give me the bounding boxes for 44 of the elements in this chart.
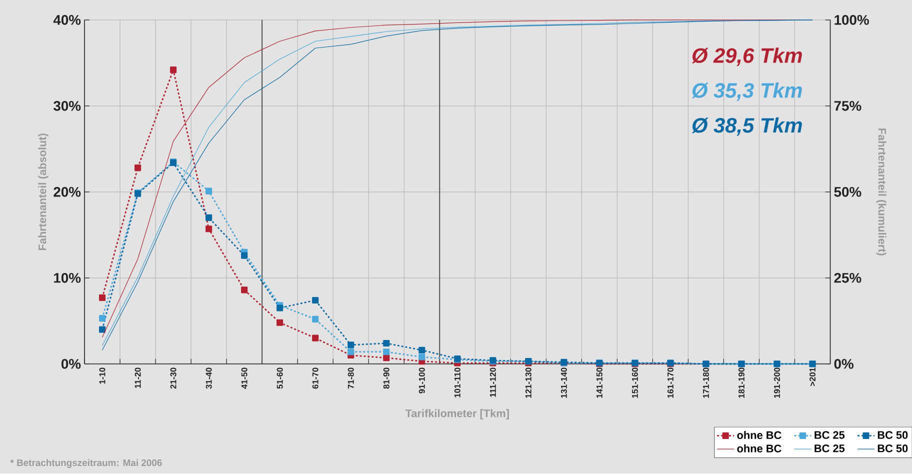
y2-axis-title: Fahrtenanteil (kumuliert) <box>876 128 886 256</box>
x-tick-label: 81-90 <box>383 368 390 389</box>
legend-label: ohne BC <box>737 444 782 453</box>
y-tick-label: 40% <box>53 15 81 26</box>
x-tick-label: 121-130 <box>525 368 532 398</box>
y2-tick-label: 75% <box>834 101 862 112</box>
x-tick-label: 71-80 <box>348 368 354 389</box>
annotation: Ø 38,5 Tkm <box>692 118 802 136</box>
legend-label: BC 25 <box>814 431 845 440</box>
x-tick-label: 21-30 <box>170 368 176 389</box>
x-tick-label: 161-170 <box>667 368 674 398</box>
x-tick-label: 141-150 <box>596 368 602 398</box>
y2-tick-label: 100% <box>834 15 869 26</box>
y2-tick-label: 0% <box>834 359 854 370</box>
annotation: Ø 35,3 Tkm <box>692 82 802 102</box>
x-tick-label: >201 <box>810 368 816 386</box>
x-tick-label: 11-20 <box>134 368 141 388</box>
x-tick-label: 111-120 <box>490 368 496 398</box>
y2-tick-label: 50% <box>834 187 862 198</box>
legend-label: BC 50 <box>878 431 908 440</box>
x-tick-label: 1-10 <box>99 368 106 384</box>
legend-label: BC 25 <box>814 444 845 452</box>
x-tick-label: 61-70 <box>312 368 318 389</box>
x-tick-label: 51-60 <box>276 368 283 389</box>
y-tick-label: 0% <box>61 359 81 370</box>
x-tick-label: 191-200 <box>774 368 780 398</box>
x-axis-title: Tarifkilometer [Tkm] <box>405 409 509 420</box>
text: * Betrachtungszeitraum: Mai 2006 <box>10 459 162 468</box>
y-axis-title: Fahrtenanteil (absolut) <box>38 134 48 250</box>
y-tick-label: 10% <box>54 273 81 284</box>
y2-tick-label: 25% <box>834 273 862 284</box>
x-tick-label: 31-40 <box>206 368 212 390</box>
x-tick-label: 91-100 <box>418 368 425 394</box>
legend-label: BC 50 <box>878 444 908 452</box>
x-tick-label: 101-110 <box>454 368 460 398</box>
legend-label: ohne BC <box>737 431 782 440</box>
x-tick-label: 181-190 <box>738 368 744 398</box>
x-tick-label: 171-180 <box>702 368 709 398</box>
annotation: Ø 29,6 Tkm <box>692 48 802 66</box>
x-tick-label: 151-160 <box>632 368 638 398</box>
x-tick-label: 131-140 <box>560 368 567 398</box>
x-tick-label: 41-50 <box>241 368 248 390</box>
y-tick-label: 30% <box>53 101 81 112</box>
y-tick-label: 20% <box>54 187 81 198</box>
